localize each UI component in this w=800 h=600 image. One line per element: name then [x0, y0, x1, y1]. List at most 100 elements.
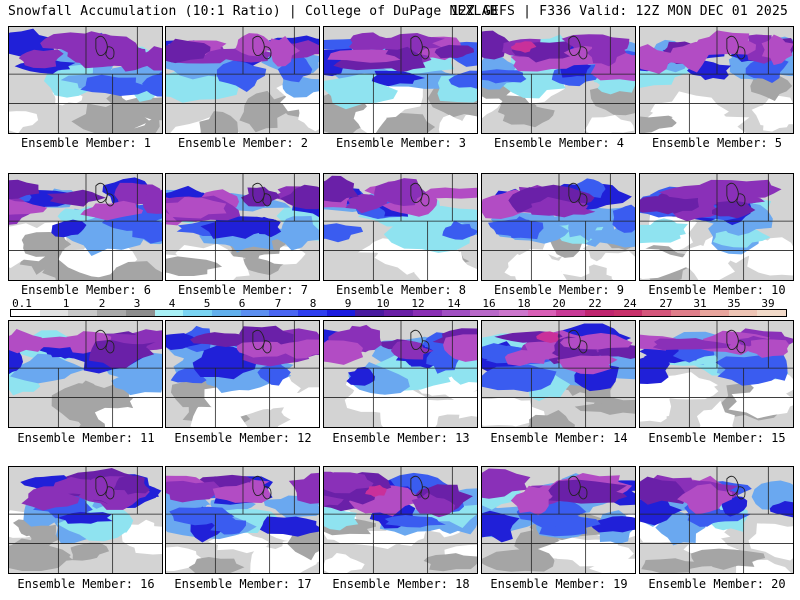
snow-heavy-area [189, 332, 250, 348]
snow-blue-area [200, 213, 274, 239]
snow-low-area [696, 400, 735, 427]
snow-heavy-area [744, 339, 790, 358]
snow-low-area [239, 90, 289, 133]
colorbar-tick-label: 27 [659, 297, 673, 310]
snowfall-map [166, 321, 319, 427]
ensemble-member-label: Ensemble Member: 20 [648, 577, 786, 591]
snow-blue-area [209, 516, 247, 535]
snowfall-map [166, 174, 319, 280]
snow-heavy-area [443, 334, 477, 362]
great-lakes-outline [568, 329, 588, 354]
snow-blue-area [482, 510, 520, 543]
snow-heavy-area [374, 178, 427, 206]
ensemble-map-panel [323, 466, 478, 574]
snow-blue-area [371, 70, 426, 87]
colorbar-tick-label: 4 [168, 297, 176, 310]
ensemble-map-panel [8, 173, 163, 281]
colorbar-tick-label: 14 [447, 297, 461, 310]
snowfall-map [166, 467, 319, 573]
colorbar-swatch [298, 310, 327, 316]
snow-blue-area [216, 60, 267, 92]
snow-blue-area [589, 516, 635, 533]
colorbar-tick-label: 39 [761, 297, 775, 310]
snow-heavy-area [652, 338, 731, 350]
snow-low-area [736, 559, 792, 573]
ensemble-map-panel [323, 173, 478, 281]
colorbar-swatch [384, 310, 413, 316]
snow-heavy-area [761, 34, 793, 66]
snow-max-area [365, 484, 387, 498]
colorbar-swatch [498, 310, 528, 316]
snow-heavy-area [46, 189, 107, 207]
colorbar-tick-label: 18 [517, 297, 531, 310]
colorbar [10, 309, 787, 317]
snow-heavy-area [212, 482, 271, 504]
snow-heavy-area [482, 30, 511, 60]
snow-heavy-area [166, 480, 224, 503]
snow-blue-area [259, 516, 319, 537]
colorbar-tick-label: 6 [238, 297, 246, 310]
great-lakes-outline [252, 35, 272, 60]
snow-low-area [9, 538, 71, 572]
ensemble-member-label: Ensemble Member: 4 [493, 136, 625, 150]
colorbar-swatch [642, 310, 672, 316]
snow-low-area [438, 114, 469, 133]
snowfall-map [324, 174, 477, 280]
colorbar-tick-label: 7 [274, 297, 282, 310]
great-lakes-outline [726, 329, 746, 354]
snow-low-area [188, 557, 245, 573]
ensemble-member-label: Ensemble Member: 13 [332, 431, 470, 445]
colorbar-swatch [412, 310, 442, 316]
snow-low-area [93, 261, 162, 280]
snow-blue-area [448, 70, 477, 89]
colorbar-tick-label: 24 [623, 297, 637, 310]
snow-low-area [372, 112, 436, 133]
ensemble-member-label: Ensemble Member: 17 [174, 577, 312, 591]
snow-low-area [640, 405, 667, 423]
snow-blue-area [277, 54, 313, 83]
colorbar-swatch [183, 310, 212, 316]
snow-max-area [536, 331, 559, 343]
snowfall-map [640, 321, 793, 427]
snow-blue-area [80, 74, 149, 96]
snow-blue-area [715, 355, 784, 386]
ensemble-map-panel [481, 26, 636, 134]
ensemble-map-panel [323, 320, 478, 428]
snow-heavy-area [166, 38, 211, 64]
snow-heavy-area [64, 31, 140, 67]
snow-mid-area [324, 506, 359, 531]
snow-heavy-area [379, 46, 426, 72]
snow-heavy-area [288, 472, 319, 504]
snowfall-map [9, 467, 162, 573]
ensemble-map-panel [639, 466, 794, 574]
great-lakes-outline [726, 475, 746, 500]
snow-mid-area [9, 353, 86, 384]
colorbar-tick-label: 22 [588, 297, 602, 310]
snow-low-area [166, 546, 203, 564]
snowfall-map [324, 27, 477, 133]
ensemble-map-panel [165, 320, 320, 428]
colorbar-tick-label: 9 [344, 297, 352, 310]
snowfall-map [9, 27, 162, 133]
snow-heavy-area [235, 33, 272, 57]
snow-blue-area [9, 347, 24, 375]
snow-low-area [527, 410, 575, 427]
page-title: Snowfall Accumulation (10:1 Ratio) | Col… [8, 4, 498, 19]
snow-low-area [584, 543, 625, 570]
ensemble-map-panel [8, 26, 163, 134]
ensemble-map-panel [8, 466, 163, 574]
snow-mid-area [712, 228, 771, 248]
snow-blue-area [488, 218, 535, 238]
colorbar-tick-label: 12 [411, 297, 425, 310]
snow-heavy-area [113, 475, 150, 495]
colorbar-swatch [470, 310, 499, 316]
snow-low-area [748, 523, 793, 561]
snow-heavy-area [548, 479, 628, 500]
snow-blue-area [640, 498, 683, 526]
colorbar-tick-label: 20 [552, 297, 566, 310]
snow-low-area [671, 105, 750, 133]
snow-low-area [71, 100, 150, 133]
ensemble-member-label: Ensemble Member: 10 [648, 283, 786, 297]
great-lakes-outline [95, 329, 115, 354]
colorbar-tick-label: 3 [133, 297, 141, 310]
